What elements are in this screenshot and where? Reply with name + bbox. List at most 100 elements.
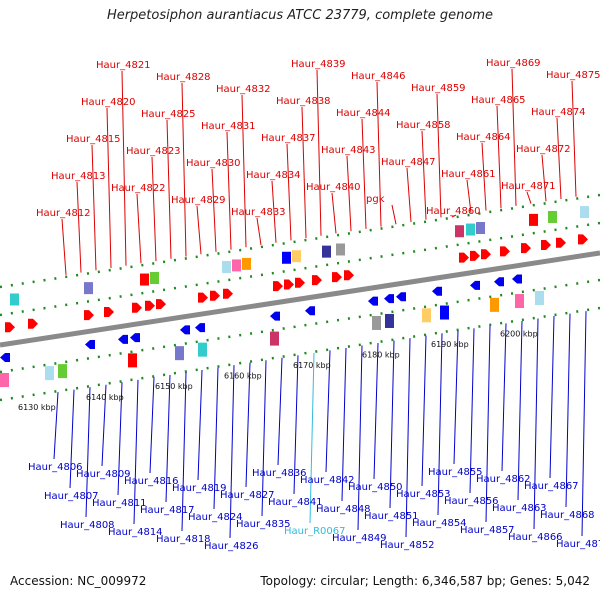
reverse-gene-label: Haur_4867 bbox=[524, 481, 579, 492]
leader-line bbox=[229, 365, 235, 539]
forward-gene-label: Haur_4815 bbox=[66, 134, 121, 145]
reverse-gene-arrow bbox=[130, 333, 140, 343]
kbp-tick-label: 6160 kbp bbox=[224, 372, 262, 381]
forward-gene-box bbox=[336, 243, 345, 256]
leader-line bbox=[389, 340, 395, 509]
forward-gene-label: Haur_4871 bbox=[501, 181, 556, 192]
leader-line bbox=[293, 355, 299, 495]
forward-gene-box bbox=[10, 293, 19, 306]
forward-gene-label: Haur_4869 bbox=[486, 58, 541, 69]
forward-gene-label: Haur_4844 bbox=[336, 108, 391, 119]
forward-gene-arrow bbox=[332, 272, 342, 283]
label-leader-lines bbox=[53, 68, 587, 539]
reverse-gene-box bbox=[440, 305, 449, 320]
leader-line bbox=[501, 323, 507, 472]
leader-line bbox=[91, 144, 97, 271]
leader-line bbox=[213, 367, 219, 510]
leader-line bbox=[533, 318, 539, 530]
leader-line bbox=[316, 69, 322, 236]
leader-line bbox=[165, 374, 171, 503]
reverse-gene-label: Haur_4816 bbox=[124, 476, 179, 487]
forward-gene-label: Haur_4861 bbox=[441, 169, 496, 180]
forward-gene-arrow bbox=[470, 250, 480, 261]
reverse-gene-label: Haur_4835 bbox=[236, 519, 291, 530]
reverse-gene-label: Haur_4856 bbox=[444, 496, 499, 507]
forward-gene-label: Haur_4846 bbox=[351, 71, 406, 82]
leader-line bbox=[301, 106, 307, 239]
forward-gene-box bbox=[222, 260, 231, 273]
forward-gene-arrow bbox=[312, 275, 322, 286]
forward-gene-label: Haur_4833 bbox=[231, 207, 286, 218]
forward-gene-arrow bbox=[578, 234, 588, 245]
leader-line bbox=[197, 370, 203, 481]
leader-line bbox=[466, 179, 472, 213]
reverse-gene-label: Haur_4841 bbox=[268, 497, 323, 508]
reverse-gene-label: Haur_4868 bbox=[540, 510, 595, 521]
reverse-gene-label: Haur_4842 bbox=[300, 475, 355, 486]
forward-gene-arrow bbox=[5, 322, 15, 333]
reverse-gene-label: Haur_4852 bbox=[380, 540, 435, 551]
leader-line bbox=[341, 347, 347, 502]
reverse-gene-arrow bbox=[384, 294, 394, 304]
reverse-gene-label: Haur_4854 bbox=[412, 518, 467, 529]
forward-gene-label: Haur_4860 bbox=[426, 206, 481, 217]
forward-gene-label: Haur_4830 bbox=[186, 158, 241, 169]
reverse-gene-label: Haur_4817 bbox=[140, 505, 195, 516]
kbp-tick-label: 6150 kbp bbox=[155, 382, 193, 391]
forward-gene-arrow bbox=[459, 252, 469, 263]
leader-line bbox=[69, 389, 75, 489]
reverse-gene-label: Haur_4807 bbox=[44, 491, 99, 502]
kbp-tick-label: 6190 kbp bbox=[431, 340, 469, 349]
topology-text: Topology: circular; Length: 6,346,587 bp… bbox=[260, 574, 590, 588]
reverse-gene-label: Haur_4870 bbox=[556, 539, 600, 550]
reverse-gene-label: Haur_4855 bbox=[428, 467, 483, 478]
reverse-gene-label: Haur_4806 bbox=[28, 462, 83, 473]
reverse-gene-box bbox=[535, 290, 544, 305]
leader-line bbox=[376, 81, 382, 227]
reverse-gene-label: Haur_4849 bbox=[332, 533, 387, 544]
leader-line bbox=[421, 335, 427, 487]
forward-gene-box bbox=[292, 250, 301, 263]
reverse-gene-label: Haur_4853 bbox=[396, 489, 451, 500]
reverse-gene-label: Haur_4851 bbox=[364, 511, 419, 522]
forward-gene-box bbox=[476, 222, 485, 235]
forward-gene-label: Haur_4872 bbox=[516, 144, 571, 155]
leader-line bbox=[331, 192, 337, 234]
reverse-gene-label: Haur_4814 bbox=[108, 527, 163, 538]
leader-line bbox=[117, 382, 123, 496]
reverse-gene-label: Haur_4827 bbox=[220, 490, 275, 501]
forward-gene-arrow bbox=[210, 290, 220, 301]
leader-line bbox=[436, 93, 442, 218]
leader-line bbox=[121, 70, 127, 266]
reverse-gene-label: Haur_4809 bbox=[76, 469, 131, 480]
leader-line bbox=[151, 156, 157, 262]
forward-gene-box bbox=[322, 245, 331, 258]
leader-line bbox=[286, 143, 292, 241]
leader-line bbox=[101, 384, 107, 467]
reverse-gene-box bbox=[175, 346, 184, 361]
forward-gene-box bbox=[242, 257, 251, 270]
leader-line bbox=[405, 338, 411, 538]
reverse-gene-arrow bbox=[180, 325, 190, 335]
forward-gene-box bbox=[529, 213, 538, 226]
forward-gene-box bbox=[466, 223, 475, 236]
forward-gene-box bbox=[548, 210, 557, 223]
leader-line bbox=[361, 118, 367, 229]
leader-line bbox=[357, 345, 363, 531]
reverse-gene-label: Haur_4848 bbox=[316, 504, 371, 515]
reverse-gene-arrow bbox=[512, 274, 522, 284]
forward-gene-arrow bbox=[284, 279, 294, 290]
leader-line bbox=[149, 377, 155, 474]
reverse-gene-arrow bbox=[494, 277, 504, 287]
forward-gene-label: Haur_4820 bbox=[81, 97, 136, 108]
reverse-gene-box bbox=[372, 315, 381, 330]
reverse-gene-label: Haur_R0067 bbox=[284, 526, 346, 537]
reverse-gene-box bbox=[490, 297, 499, 312]
reverse-gene-label: Haur_4863 bbox=[492, 503, 547, 514]
forward-gene-box bbox=[580, 206, 589, 219]
leader-line bbox=[85, 387, 91, 518]
leader-line bbox=[181, 372, 187, 532]
forward-gene-label: Haur_4822 bbox=[111, 183, 166, 194]
reverse-gene-arrow bbox=[0, 353, 10, 362]
